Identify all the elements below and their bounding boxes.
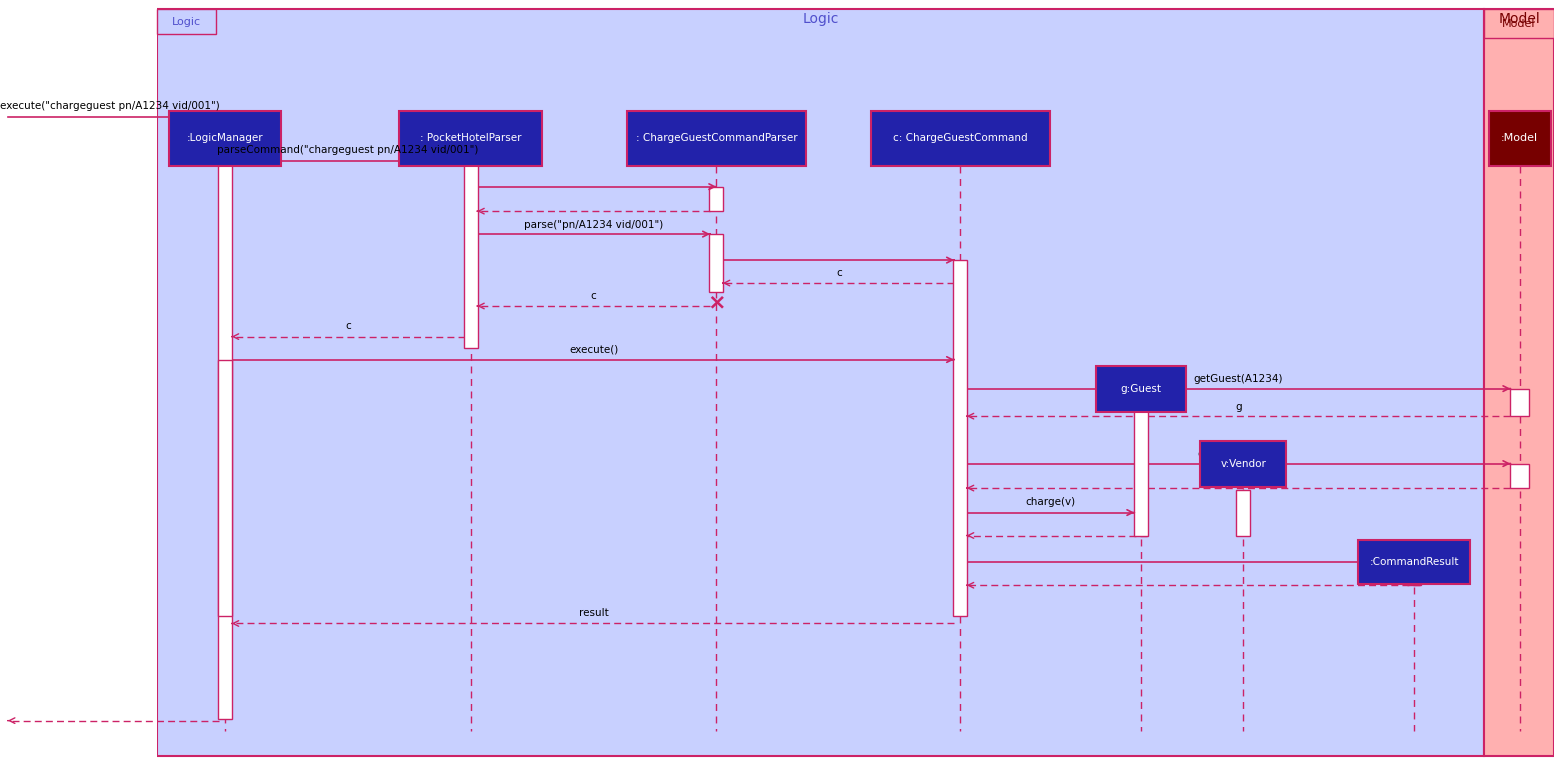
Text: : PocketHotelParser: : PocketHotelParser <box>420 133 522 144</box>
Text: execute(): execute() <box>569 344 618 354</box>
Bar <box>1358 540 1470 584</box>
Text: :LogicManager: :LogicManager <box>186 133 264 144</box>
Text: Logic: Logic <box>172 17 200 27</box>
Bar <box>1408 562 1422 585</box>
Text: charge(v): charge(v) <box>1026 497 1075 507</box>
Text: Model: Model <box>1503 18 1535 29</box>
Bar <box>1484 9 1554 38</box>
Bar <box>1134 390 1147 536</box>
Text: parseCommand("chargeguest pn/A1234 vid/001"): parseCommand("chargeguest pn/A1234 vid/0… <box>218 145 479 155</box>
Bar <box>1237 490 1251 536</box>
Bar <box>157 9 1484 756</box>
Bar <box>218 122 233 719</box>
Text: :CommandResult: :CommandResult <box>1369 557 1459 568</box>
Bar <box>169 111 281 166</box>
Text: c: c <box>836 268 842 278</box>
Text: : ChargeGuestCommandParser: : ChargeGuestCommandParser <box>636 133 797 144</box>
Bar <box>709 234 724 292</box>
Text: c: c <box>345 321 351 331</box>
Text: g:Guest: g:Guest <box>1120 383 1161 394</box>
Bar <box>626 111 805 166</box>
Bar <box>1201 441 1287 487</box>
Text: g: g <box>1235 402 1242 412</box>
Text: Logic: Logic <box>802 12 839 26</box>
Text: ×: × <box>707 292 726 312</box>
Text: v: v <box>1235 474 1242 483</box>
Bar <box>870 111 1051 166</box>
Text: Model: Model <box>1498 12 1540 26</box>
Bar <box>954 260 967 616</box>
Bar <box>1510 389 1529 416</box>
Text: c: ChargeGuestCommand: c: ChargeGuestCommand <box>894 133 1027 144</box>
Text: parse("pn/A1234 vid/001"): parse("pn/A1234 vid/001") <box>524 220 664 230</box>
Bar <box>218 360 233 616</box>
Bar <box>463 161 477 348</box>
Bar <box>0 0 157 765</box>
Bar <box>399 111 542 166</box>
Bar <box>157 9 216 34</box>
Text: getVendor(001): getVendor(001) <box>1198 449 1279 459</box>
Text: :Model: :Model <box>1501 133 1538 144</box>
Bar <box>1484 9 1554 756</box>
Bar <box>1489 111 1551 166</box>
Bar <box>1096 366 1186 412</box>
Bar <box>1510 464 1529 488</box>
Text: v:Vendor: v:Vendor <box>1220 458 1267 469</box>
Text: execute("chargeguest pn/A1234 vid/001"): execute("chargeguest pn/A1234 vid/001") <box>0 101 219 111</box>
Text: getGuest(A1234): getGuest(A1234) <box>1193 374 1284 384</box>
Bar <box>709 187 724 211</box>
Text: c: c <box>591 291 597 301</box>
Text: result: result <box>578 608 609 618</box>
